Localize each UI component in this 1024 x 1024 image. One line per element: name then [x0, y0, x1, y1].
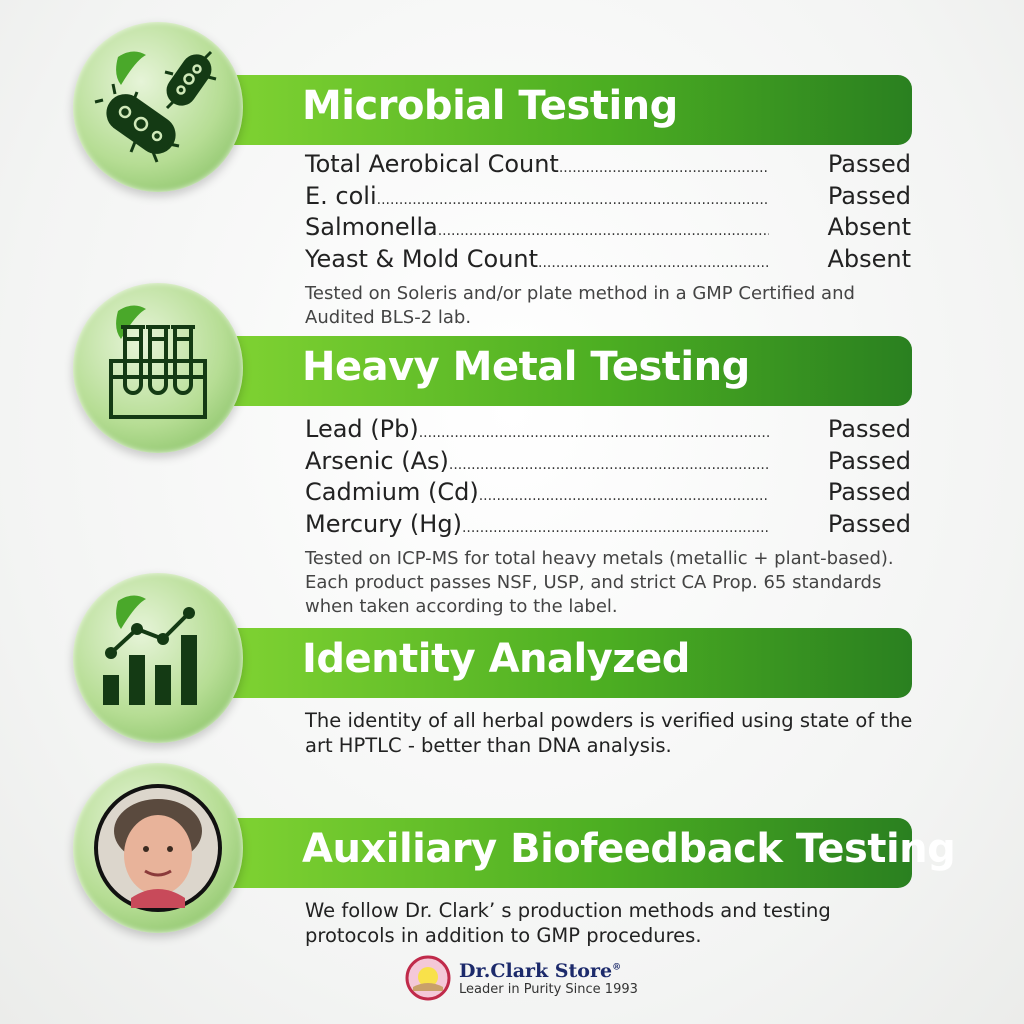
test-result: Passed	[827, 150, 911, 178]
brand-tagline: Leader in Purity Since 1993	[459, 981, 638, 997]
test-result: Absent	[827, 244, 911, 273]
section-banner: Heavy Metal Testing	[232, 336, 912, 406]
dot-leader	[377, 192, 769, 208]
test-row: Yeast & Mold Count Absent	[305, 245, 911, 277]
test-label: Salmonella	[305, 213, 438, 241]
section-title: Auxiliary Biofeedback Testing	[302, 826, 956, 872]
section-note: Tested on ICP-MS for total heavy metals …	[305, 548, 894, 617]
test-tubes-icon	[73, 283, 243, 453]
dot-leader	[479, 488, 769, 504]
section-body: We follow Dr. Clark’ s production method…	[305, 899, 831, 947]
dot-leader	[419, 425, 769, 441]
section-banner: Identity Analyzed	[232, 628, 912, 698]
dot-leader	[462, 520, 769, 536]
test-label: Lead (Pb)	[305, 415, 419, 443]
dot-leader	[438, 223, 769, 239]
section-banner: Auxiliary Biofeedback Testing	[232, 818, 956, 888]
section-title: Identity Analyzed	[302, 636, 690, 682]
brand-name: Dr.Clark Store	[459, 959, 613, 982]
test-result: Passed	[827, 446, 911, 475]
test-result: Passed	[827, 509, 911, 538]
section-banner: Microbial Testing	[232, 75, 912, 145]
registered-mark: ®	[612, 962, 622, 973]
test-result: Passed	[827, 181, 911, 210]
sun-logo-icon	[405, 955, 451, 1001]
dot-leader	[559, 160, 769, 176]
dot-leader	[449, 457, 769, 473]
test-label: Mercury (Hg)	[305, 509, 462, 538]
portrait-photo	[73, 763, 243, 933]
section-title: Heavy Metal Testing	[302, 344, 750, 390]
test-row: Total Aerobical Count Passed	[305, 150, 911, 182]
test-label: E. coli	[305, 181, 377, 210]
test-label: Total Aerobical Count	[305, 150, 559, 178]
test-row: E. coli Passed	[305, 182, 911, 214]
section-title: Microbial Testing	[302, 83, 678, 129]
test-label: Arsenic (As)	[305, 446, 449, 475]
bar-chart-icon	[73, 573, 243, 743]
test-label: Cadmium (Cd)	[305, 478, 479, 506]
test-row: Salmonella Absent	[305, 213, 911, 245]
section-body: The identity of all herbal powders is ve…	[305, 709, 913, 757]
test-label: Yeast & Mold Count	[305, 244, 539, 273]
test-result: Passed	[827, 478, 911, 506]
dr-clark-store-logo: Dr.Clark Store® Leader in Purity Since 1…	[405, 955, 638, 1001]
test-row: Cadmium (Cd) Passed	[305, 478, 911, 510]
test-row: Arsenic (As) Passed	[305, 447, 911, 479]
test-result: Passed	[827, 415, 911, 443]
section-note: Tested on Soleris and/or plate method in…	[305, 283, 855, 328]
bacteria-icon	[73, 22, 243, 192]
dot-leader	[538, 255, 769, 271]
test-row: Mercury (Hg) Passed	[305, 510, 911, 542]
test-result: Absent	[827, 213, 911, 241]
test-row: Lead (Pb) Passed	[305, 415, 911, 447]
